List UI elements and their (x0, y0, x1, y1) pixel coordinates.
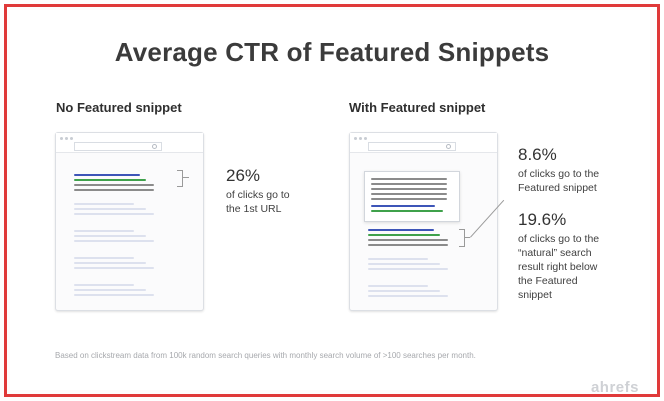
search-icon (446, 144, 451, 149)
search-bar (368, 142, 456, 151)
stat-natural-result-description: of clicks go to the “natural” search res… (518, 232, 599, 302)
search-icon (152, 144, 157, 149)
desc-line: of clicks go to the (518, 168, 600, 180)
result-snippet-line (368, 239, 448, 241)
result-line-faded (368, 263, 440, 265)
result-title-line (368, 229, 434, 231)
result-snippet-line (368, 244, 448, 246)
right-heading: With Featured snippet (349, 100, 486, 115)
snippet-url-line (371, 210, 443, 212)
result-line-faded (74, 213, 154, 215)
result-snippet-line (74, 184, 154, 186)
desc-line: “natural” search (518, 247, 592, 259)
window-dot-icon (70, 137, 73, 140)
stat-featured-snippet-description: of clicks go to the Featured snippet (518, 167, 599, 195)
result-line-faded (368, 290, 440, 292)
desc-line: of clicks go to (226, 189, 290, 201)
bracket-connector (459, 229, 465, 247)
desc-line: the 1st URL (226, 203, 282, 215)
snippet-text-line (371, 183, 447, 185)
connector-line (183, 177, 189, 178)
page-title: Average CTR of Featured Snippets (114, 37, 550, 67)
result-url-line (368, 234, 440, 236)
result-line-faded (368, 268, 448, 270)
result-line-faded (74, 294, 154, 296)
snippet-text-line (371, 178, 447, 180)
browser-toolbar (350, 133, 497, 153)
snippet-text-line (371, 188, 447, 190)
result-line-faded (74, 235, 146, 237)
stat-first-url: 26% (226, 166, 261, 185)
result-snippet-line (74, 189, 154, 191)
infographic-frame: Average CTR of Featured Snippets No Feat… (4, 4, 660, 397)
featured-snippet-box (364, 171, 460, 222)
connector-line (465, 237, 470, 238)
browser-mockup-left (55, 132, 204, 311)
snippet-text-line (371, 193, 447, 195)
snippet-title-line (371, 205, 435, 207)
result-line-faded (368, 285, 428, 287)
result-line-faded (74, 289, 146, 291)
result-line-faded (74, 267, 154, 269)
ahrefs-logo: ahrefs (590, 379, 639, 396)
window-dot-icon (65, 137, 68, 140)
result-line-faded (74, 240, 154, 242)
desc-line: Featured snippet (518, 182, 597, 194)
footnote: Based on clickstream data from 100k rand… (55, 351, 476, 360)
stat-natural-result: 19.6% (518, 210, 567, 229)
result-line-faded (74, 257, 134, 259)
desc-line: result right below (518, 261, 598, 273)
result-line-faded (74, 284, 134, 286)
browser-mockup-right (349, 132, 498, 311)
bracket-connector (177, 170, 183, 187)
result-line-faded (368, 258, 428, 260)
result-line-faded (74, 230, 134, 232)
result-line-faded (74, 208, 146, 210)
window-dot-icon (364, 137, 367, 140)
window-dot-icon (359, 137, 362, 140)
left-heading: No Featured snippet (56, 100, 182, 115)
desc-line: snippet (518, 289, 552, 301)
desc-line: the Featured (518, 275, 578, 287)
desc-line: of clicks go to the (518, 233, 600, 245)
result-url-line (74, 179, 146, 181)
window-dot-icon (354, 137, 357, 140)
stat-featured-snippet: 8.6% (518, 145, 557, 164)
result-title-line (74, 174, 140, 176)
search-bar (74, 142, 162, 151)
window-dot-icon (60, 137, 63, 140)
browser-toolbar (56, 133, 203, 153)
result-line-faded (74, 262, 146, 264)
snippet-text-line (371, 198, 447, 200)
result-line-faded (74, 203, 134, 205)
result-line-faded (368, 295, 448, 297)
stat-first-url-description: of clicks go to the 1st URL (226, 188, 290, 216)
